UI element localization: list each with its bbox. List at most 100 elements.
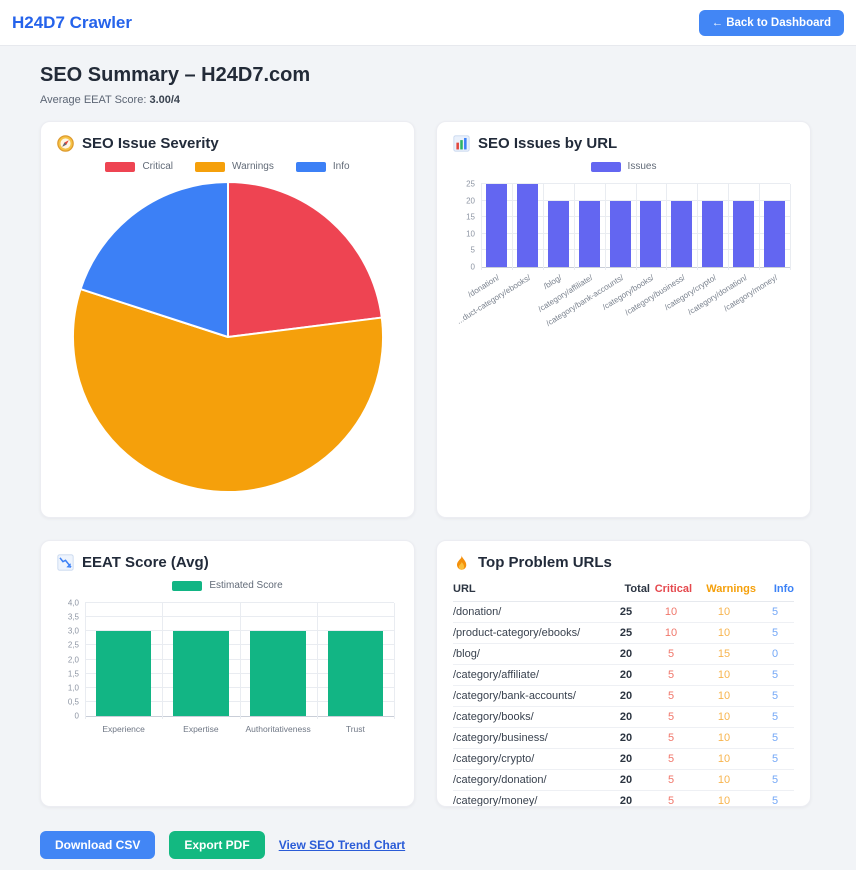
bar[interactable] bbox=[516, 184, 538, 267]
bar[interactable] bbox=[640, 200, 662, 267]
x-axis-tick-label: Experience bbox=[102, 724, 145, 734]
y-axis-tick-label: 3,5 bbox=[67, 612, 79, 622]
pie-slice-warnings[interactable] bbox=[71, 288, 384, 493]
count-cell-info: 5 bbox=[756, 685, 794, 707]
y-axis-tick-label: 15 bbox=[466, 212, 475, 222]
bar[interactable] bbox=[485, 184, 507, 267]
url-cell: /category/books/ bbox=[453, 706, 602, 728]
legend-label: Warnings bbox=[232, 161, 274, 172]
legend-item[interactable]: Critical bbox=[105, 161, 173, 172]
gridline bbox=[542, 184, 544, 270]
count-cell-total: 20 bbox=[602, 643, 650, 665]
card-seo-issue-severity: SEO Issue Severity Critical Warnings Info bbox=[40, 121, 415, 518]
legend-swatch bbox=[195, 161, 225, 172]
page-title: SEO Summary – H24D7.com bbox=[40, 64, 311, 86]
count-cell-info: 5 bbox=[756, 664, 794, 686]
legend-item[interactable]: Info bbox=[295, 161, 350, 172]
bar[interactable] bbox=[764, 200, 786, 267]
count-cell-total: 25 bbox=[602, 601, 650, 623]
gridline bbox=[697, 184, 699, 270]
bar[interactable] bbox=[547, 200, 569, 267]
bar-slot bbox=[666, 184, 697, 267]
count-cell-critical: 5 bbox=[650, 685, 692, 707]
count-cell-critical: 5 bbox=[650, 769, 692, 791]
bar-slot bbox=[605, 184, 636, 267]
avg-eeat-value: 3.00/4 bbox=[149, 94, 181, 106]
count-cell-info: 0 bbox=[756, 643, 794, 665]
url-cell: /category/affiliate/ bbox=[453, 664, 602, 686]
y-axis-tick-label: 1,0 bbox=[67, 683, 79, 693]
main-content: SEO Summary – H24D7.com Average EEAT Sco… bbox=[0, 46, 856, 859]
export-pdf-button[interactable]: Export PDF bbox=[169, 831, 265, 859]
bars bbox=[481, 184, 790, 267]
severity-pie-chart[interactable] bbox=[69, 178, 387, 496]
table-header-row: URL Total Critical Warnings Info bbox=[453, 579, 794, 602]
gridline bbox=[239, 603, 241, 719]
bar[interactable] bbox=[327, 631, 384, 716]
count-cell-warnings: 10 bbox=[717, 795, 731, 807]
bar-slot bbox=[85, 603, 162, 716]
bar[interactable] bbox=[250, 631, 306, 716]
bar[interactable] bbox=[733, 200, 755, 267]
table-row: /category/business/20 5 10 5 bbox=[453, 727, 794, 749]
gridline bbox=[511, 184, 513, 270]
table-row: /category/donation/20 5 10 5 bbox=[453, 769, 794, 791]
issues-bar-chart[interactable]: 0 5 10 15 20 25 /donation/...duct-category/eb… bbox=[455, 180, 791, 330]
count-cell-info: 5 bbox=[756, 748, 794, 770]
chart-decreasing-icon bbox=[57, 554, 74, 571]
bar[interactable] bbox=[609, 200, 631, 267]
legend-item[interactable]: Estimated Score bbox=[172, 580, 283, 591]
bar-slot bbox=[728, 184, 759, 267]
count-cell-info: 5 bbox=[771, 795, 779, 807]
pie-slice-info[interactable] bbox=[79, 180, 229, 338]
avg-eeat-label: Average EEAT Score: bbox=[40, 94, 147, 106]
card-header: EEAT Score (Avg) bbox=[57, 554, 398, 571]
bar[interactable] bbox=[702, 200, 724, 267]
y-axis-tick-label: 0 bbox=[74, 711, 79, 721]
bar[interactable] bbox=[578, 200, 600, 267]
table-row: /category/bank-accounts/20 5 10 5 bbox=[453, 685, 794, 707]
bar-slot bbox=[574, 184, 605, 267]
gridline bbox=[162, 603, 164, 719]
gridline bbox=[666, 184, 668, 270]
bar[interactable] bbox=[95, 631, 152, 716]
count-cell-critical: 10 bbox=[650, 601, 692, 623]
pie-slice-critical[interactable] bbox=[226, 180, 383, 338]
y-axis-tick-label: 5 bbox=[470, 245, 475, 255]
url-cell: /category/crypto/ bbox=[453, 748, 602, 770]
compass-icon bbox=[57, 135, 74, 152]
download-csv-button[interactable]: Download CSV bbox=[40, 831, 156, 859]
card-header: Top Problem URLs bbox=[453, 554, 794, 571]
count-cell-info: 5 bbox=[756, 769, 794, 791]
legend-item[interactable]: Warnings bbox=[195, 161, 274, 172]
gridline bbox=[316, 603, 318, 719]
bar[interactable] bbox=[671, 200, 693, 267]
url-cell: /product-category/ebooks/ bbox=[453, 622, 602, 644]
url-cell: /blog/ bbox=[453, 643, 602, 665]
card-title-text: Top Problem URLs bbox=[478, 554, 612, 571]
bar-slot bbox=[317, 603, 394, 716]
eeat-bar-chart[interactable]: 0 0,5 1,0 1,5 2,0 2,5 3,0 3,5 4,0 Experience Expe… bbox=[68, 599, 395, 734]
count-cell-warnings: 10 bbox=[692, 601, 756, 623]
column-header-url: URL bbox=[453, 579, 602, 602]
legend-swatch bbox=[295, 161, 326, 172]
card-header: SEO Issue Severity bbox=[57, 135, 398, 152]
bar-slot bbox=[636, 184, 667, 267]
back-to-dashboard-button[interactable]: ← Back to Dashboard bbox=[698, 9, 844, 36]
gridline bbox=[481, 184, 482, 270]
y-axis-tick-label: 2,0 bbox=[67, 655, 79, 664]
bar[interactable] bbox=[173, 631, 229, 716]
legend-item[interactable]: Issues bbox=[590, 161, 656, 172]
count-cell-warnings: 10 bbox=[692, 748, 756, 770]
footer-actions: Download CSV Export PDF View SEO Trend C… bbox=[40, 831, 816, 859]
y-axis-tick-label: 0 bbox=[470, 262, 475, 272]
count-cell-critical: 5 bbox=[650, 664, 692, 686]
url-cell: /category/money/ bbox=[453, 795, 538, 807]
gridline bbox=[573, 184, 575, 270]
url-cell: /category/bank-accounts/ bbox=[453, 685, 602, 707]
view-seo-trend-chart-link[interactable]: View SEO Trend Chart bbox=[278, 838, 406, 852]
bar-slot bbox=[162, 603, 239, 716]
count-cell-warnings: 10 bbox=[692, 664, 756, 686]
x-axis-tick-label: Expertise bbox=[183, 724, 219, 734]
table-row: /category/affiliate/20 5 10 5 bbox=[453, 664, 794, 686]
